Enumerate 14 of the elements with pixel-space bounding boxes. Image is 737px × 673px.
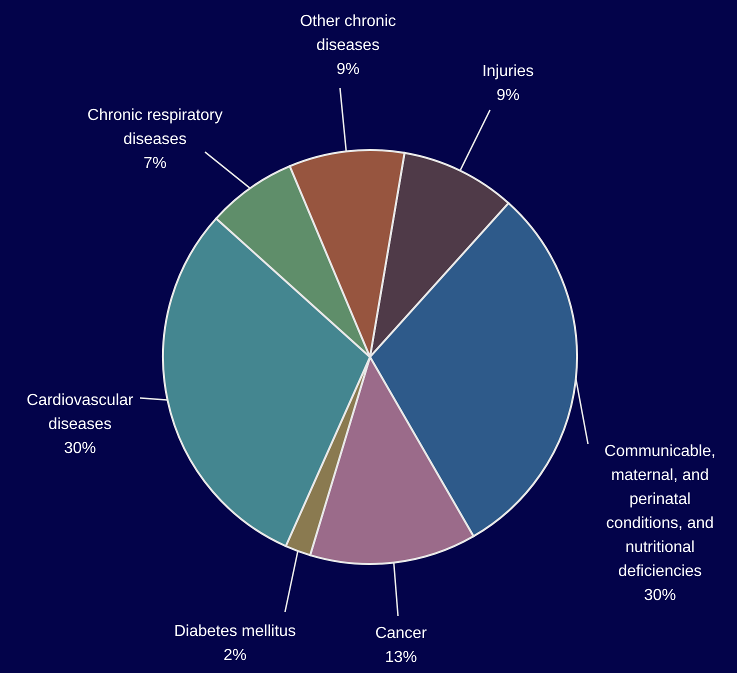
data-label: 13% bbox=[384, 649, 418, 666]
slice-label: Cardiovascular diseases bbox=[26, 392, 134, 433]
data-label: 30% bbox=[644, 587, 676, 604]
slice-label: Other chronic diseases bbox=[300, 13, 396, 54]
slice-label: Chronic respiratory diseases bbox=[87, 107, 223, 148]
data-label: 9% bbox=[496, 87, 520, 104]
data-label: 7% bbox=[143, 155, 167, 172]
slice-label: Cancer bbox=[375, 625, 428, 642]
slice-label: Communicable, maternal, and perinatal conditions, and nutritional deficiencies bbox=[604, 443, 716, 580]
data-label: 30% bbox=[64, 440, 96, 457]
slice-label: Diabetes mellitus bbox=[174, 623, 296, 640]
data-label: 9% bbox=[336, 61, 360, 78]
data-label: 2% bbox=[223, 647, 247, 664]
slice-label: Injuries bbox=[482, 63, 534, 80]
